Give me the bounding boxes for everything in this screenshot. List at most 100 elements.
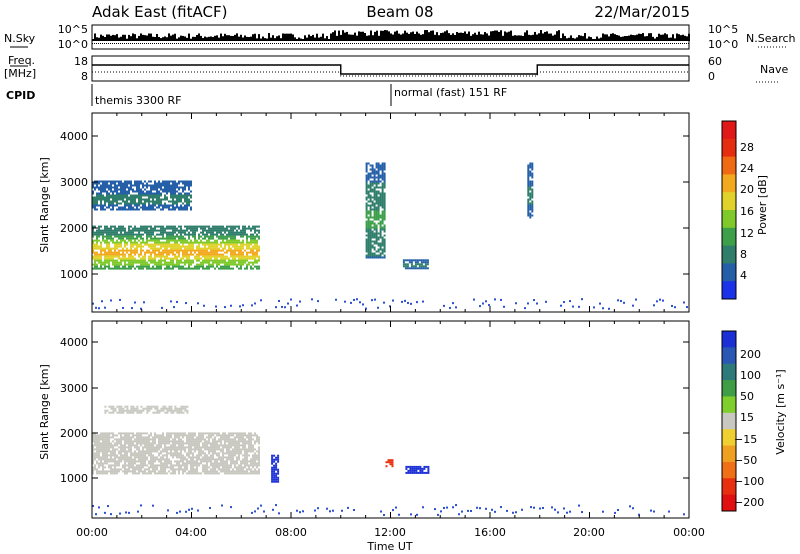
range-cell	[126, 192, 128, 195]
range-cell	[214, 466, 216, 469]
range-cell	[154, 432, 156, 435]
range-cell	[180, 247, 182, 250]
range-cell	[156, 190, 158, 193]
range-cell	[130, 251, 132, 254]
noise-search-dot	[548, 43, 549, 44]
range-cell	[102, 190, 104, 193]
range-cell	[531, 192, 534, 195]
noise-search-dot	[278, 43, 279, 44]
range-cell	[214, 470, 216, 473]
range-cell	[377, 186, 380, 189]
range-cell	[102, 472, 104, 475]
range-cell	[527, 172, 530, 175]
noise-search-dot	[164, 43, 165, 44]
range-cell	[140, 200, 142, 203]
range-cell	[238, 225, 240, 228]
range-cell	[184, 247, 186, 250]
range-cell	[130, 257, 132, 260]
range-cell	[144, 206, 146, 209]
range-cell	[178, 263, 180, 266]
range-cell	[216, 225, 218, 228]
range-cell	[194, 227, 196, 230]
range-cell	[230, 464, 232, 467]
range-cell	[200, 247, 202, 250]
range-cell	[180, 180, 182, 183]
ground-scatter-cell	[257, 507, 259, 510]
noise-sky-bar	[678, 34, 680, 41]
range-cell	[224, 231, 226, 234]
range-cell	[240, 259, 242, 262]
range-cell	[124, 472, 126, 475]
range-cell	[365, 226, 368, 229]
range-cell	[100, 229, 102, 232]
noise-search-dot	[508, 43, 509, 44]
ground-scatter-cell	[545, 300, 547, 303]
range-cell	[416, 263, 419, 266]
range-cell	[116, 442, 118, 445]
noise-sky-bar	[96, 37, 98, 41]
range-cell	[529, 188, 532, 191]
noise-sky-bar	[254, 33, 256, 41]
range-cell	[158, 261, 160, 264]
range-cell	[160, 472, 162, 475]
power-panel-frame	[91, 112, 690, 313]
range-cell	[186, 208, 188, 211]
range-cell	[420, 263, 423, 266]
range-cell	[196, 444, 198, 447]
range-cell	[375, 172, 378, 175]
range-cell	[152, 188, 154, 191]
range-cell	[531, 182, 534, 185]
range-cell	[144, 231, 146, 234]
range-cell	[108, 200, 110, 203]
range-cell	[190, 470, 192, 473]
range-cell	[96, 237, 98, 240]
range-cell	[120, 442, 122, 445]
range-cell	[116, 259, 118, 262]
range-cell	[94, 440, 96, 443]
range-cell	[120, 198, 122, 201]
range-cell	[196, 460, 198, 463]
range-cell	[250, 438, 252, 441]
noise-search-dot	[532, 43, 533, 44]
range-cell	[202, 458, 204, 461]
range-cell	[242, 470, 244, 473]
range-cell	[94, 448, 96, 451]
range-cell	[531, 196, 534, 199]
range-cell	[379, 246, 382, 249]
range-cell	[222, 444, 224, 447]
range-cell	[190, 180, 192, 183]
range-cell	[108, 227, 110, 230]
range-cell	[391, 463, 394, 466]
range-cell	[92, 206, 94, 209]
range-cell	[250, 462, 252, 465]
range-cell	[240, 448, 242, 451]
range-cell	[98, 196, 100, 199]
range-cell	[277, 468, 280, 471]
range-cell	[180, 245, 182, 248]
ground-scatter-cell	[422, 300, 424, 303]
range-cell	[527, 188, 530, 191]
range-cell	[369, 176, 372, 179]
range-cell	[232, 235, 234, 238]
range-cell	[186, 192, 188, 195]
noise-search-dot	[558, 43, 559, 44]
noise-search-dot	[160, 43, 161, 44]
range-cell	[208, 452, 210, 455]
range-cell	[365, 184, 368, 187]
noise-sky-bar	[238, 36, 240, 41]
range-cell	[150, 208, 152, 211]
range-cell	[228, 239, 230, 242]
range-cell	[102, 446, 104, 449]
range-cell	[114, 460, 116, 463]
range-cell	[92, 235, 94, 238]
range-cell	[168, 257, 170, 260]
range-cell	[116, 472, 118, 475]
range-cell	[144, 208, 146, 211]
noise-sky-bar	[520, 35, 522, 41]
range-cell	[132, 243, 134, 246]
noise-sky-bar	[334, 30, 336, 41]
noise-search-dot	[158, 43, 159, 44]
range-cell	[381, 186, 384, 189]
noise-sky-bar	[454, 35, 456, 41]
range-cell	[186, 245, 188, 248]
